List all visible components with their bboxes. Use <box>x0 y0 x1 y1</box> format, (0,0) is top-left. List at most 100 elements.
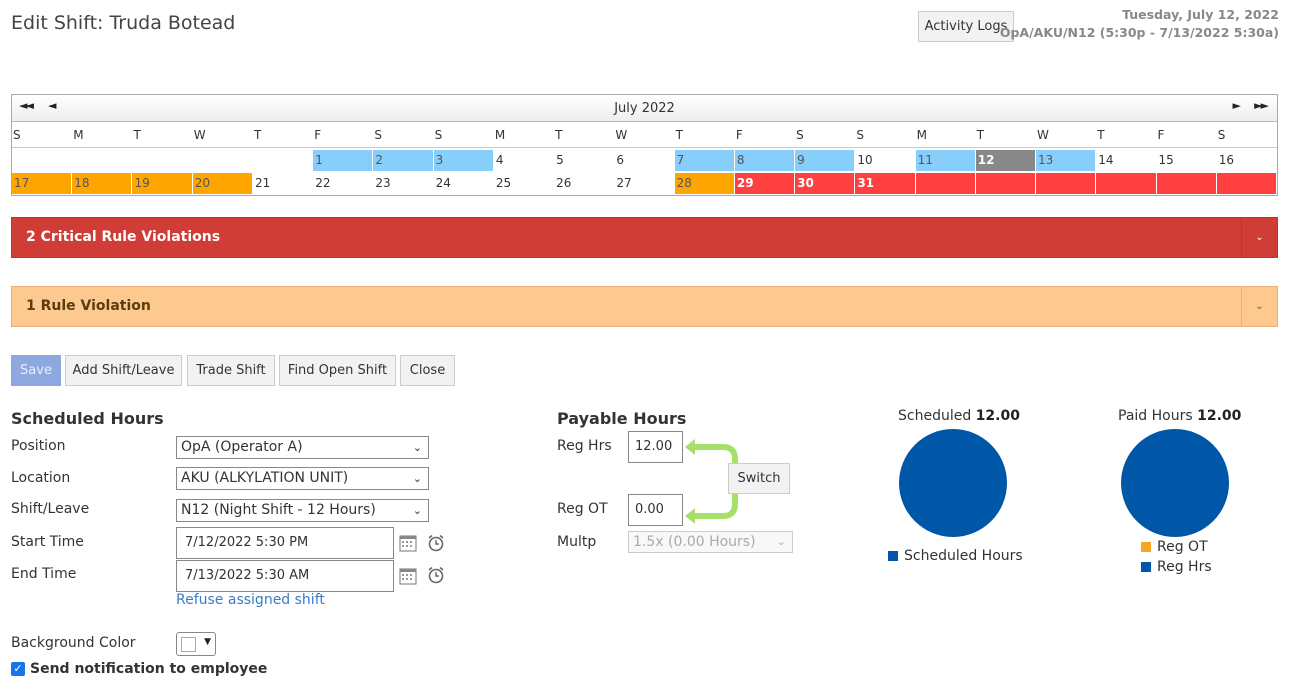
calendar-day[interactable]: 28 <box>674 173 734 194</box>
position-select[interactable]: OpA (Operator A) ⌄ <box>176 436 429 459</box>
add-shift-leave-button[interactable]: Add Shift/Leave <box>65 355 182 386</box>
calendar-day[interactable]: 6 <box>616 153 625 167</box>
calendar-day[interactable]: 24 <box>435 176 451 190</box>
paid-chart-title: Paid Hours 12.00 <box>1118 408 1242 424</box>
find-open-shift-button[interactable]: Find Open Shift <box>279 355 396 386</box>
month-calendar: ◄◄ ◄ July 2022 ► ►► S M T W T F S S M T W T F S S M T W T F… <box>11 94 1278 196</box>
rule-violations-title: 1 Rule Violation <box>26 298 151 314</box>
calendar-day[interactable]: 2 <box>373 150 433 171</box>
page-title: Edit Shift: Truda Botead <box>11 12 236 34</box>
calendar-day[interactable]: 25 <box>495 176 512 190</box>
chevron-down-icon[interactable]: ⌄ <box>1241 287 1277 326</box>
refuse-shift-link[interactable]: Refuse assigned shift <box>176 592 325 608</box>
calendar-day[interactable]: 23 <box>375 176 391 190</box>
clock-icon[interactable] <box>427 566 445 584</box>
calendar-day[interactable]: 22 <box>315 176 331 190</box>
calendar-day[interactable]: 30 <box>795 173 855 194</box>
calendar-day[interactable]: 11 <box>915 150 975 171</box>
location-value: AKU (ALKYLATION UNIT) <box>181 470 349 486</box>
end-time-input[interactable]: 7/13/2022 5:30 AM <box>176 560 394 592</box>
calendar-icon[interactable] <box>399 567 417 585</box>
chevron-down-icon: ⌄ <box>412 472 422 485</box>
calendar-day[interactable] <box>72 150 131 171</box>
color-swatch <box>181 637 196 652</box>
scheduled-hours-heading: Scheduled Hours <box>11 409 164 428</box>
header-shift-info: OpA/AKU/N12 (5:30p - 7/13/2022 5:30a) <box>999 25 1279 40</box>
location-label: Location <box>11 470 71 486</box>
calendar-day[interactable] <box>12 150 71 171</box>
calendar-day[interactable]: 13 <box>1036 150 1096 171</box>
clock-icon[interactable] <box>427 534 445 552</box>
weekday-label: F <box>314 128 322 142</box>
calendar-day[interactable] <box>1216 173 1276 194</box>
switch-button[interactable]: Switch <box>728 463 790 494</box>
calendar-day[interactable]: 4 <box>495 153 504 167</box>
shift-leave-select[interactable]: N12 (Night Shift - 12 Hours) ⌄ <box>176 499 429 522</box>
send-notification-checkbox[interactable]: ✓ <box>11 662 25 676</box>
legend-swatch <box>888 551 898 561</box>
chevron-down-icon[interactable]: ⌄ <box>1241 218 1277 257</box>
calendar-day[interactable] <box>253 150 312 171</box>
last-month-icon[interactable]: ►► <box>1254 99 1269 112</box>
weekday-label: T <box>555 128 563 142</box>
legend-item: Reg OT <box>1141 539 1208 555</box>
multp-select: 1.5x (0.00 Hours) ⌄ <box>628 531 793 553</box>
calendar-day[interactable]: 1 <box>313 150 373 171</box>
background-color-label: Background Color <box>11 635 136 651</box>
chevron-down-icon: ⌄ <box>412 441 422 454</box>
calendar-month-label: July 2022 <box>614 101 675 116</box>
calendar-day[interactable]: 17 <box>12 173 72 194</box>
calendar-day[interactable]: 15 <box>1158 153 1174 167</box>
calendar-day[interactable] <box>915 173 975 194</box>
weekday-label: S <box>1217 128 1226 142</box>
pie-slice-reg-hrs <box>1121 429 1229 537</box>
calendar-day[interactable] <box>193 150 252 171</box>
calendar-day[interactable]: 9 <box>795 150 855 171</box>
weekday-label: W <box>1037 128 1049 142</box>
calendar-day[interactable]: 16 <box>1218 153 1235 167</box>
calendar-day[interactable]: 26 <box>556 176 572 190</box>
calendar-day[interactable]: 8 <box>734 150 795 171</box>
calendar-day[interactable]: 21 <box>254 176 271 190</box>
location-select[interactable]: AKU (ALKYLATION UNIT) ⌄ <box>176 467 429 490</box>
weekday-label: S <box>434 128 443 142</box>
calendar-day[interactable] <box>975 173 1036 194</box>
reg-ot-label: Reg OT <box>557 501 608 517</box>
calendar-day[interactable]: 31 <box>855 173 915 194</box>
calendar-day[interactable]: 12 <box>975 150 1036 171</box>
weekday-label: M <box>916 128 927 142</box>
calendar-day[interactable]: 5 <box>556 153 564 167</box>
calendar-day[interactable]: 19 <box>132 173 192 194</box>
calendar-day[interactable]: 20 <box>192 173 252 194</box>
critical-violations-panel[interactable]: 2 Critical Rule Violations ⌄ <box>11 217 1278 258</box>
save-button[interactable]: Save <box>11 355 61 386</box>
first-month-icon[interactable]: ◄◄ <box>19 99 34 112</box>
calendar-day[interactable] <box>1036 173 1096 194</box>
prev-month-icon[interactable]: ◄ <box>48 99 57 112</box>
calendar-icon[interactable] <box>399 534 417 552</box>
legend-label: Scheduled Hours <box>904 548 1023 564</box>
activity-logs-button[interactable]: Activity Logs <box>918 11 1014 42</box>
scheduled-chart-title: Scheduled 12.00 <box>898 408 1020 424</box>
next-month-icon[interactable]: ► <box>1232 99 1242 112</box>
reg-hrs-input[interactable]: 12.00 <box>628 431 683 463</box>
weekday-label: T <box>253 128 262 142</box>
position-value: OpA (Operator A) <box>181 439 303 455</box>
calendar-day[interactable]: 29 <box>734 173 795 194</box>
calendar-day[interactable]: 27 <box>616 176 632 190</box>
calendar-day[interactable]: 3 <box>433 150 493 171</box>
reg-ot-input[interactable]: 0.00 <box>628 494 683 526</box>
background-color-picker[interactable]: ▼ <box>176 632 216 656</box>
calendar-day[interactable] <box>1156 173 1216 194</box>
weekday-label: S <box>796 128 804 142</box>
calendar-day[interactable]: 14 <box>1098 153 1114 167</box>
trade-shift-button[interactable]: Trade Shift <box>187 355 275 386</box>
calendar-day[interactable]: 7 <box>674 150 734 171</box>
calendar-day[interactable]: 10 <box>857 153 873 167</box>
calendar-day[interactable] <box>1096 173 1156 194</box>
start-time-input[interactable]: 7/12/2022 5:30 PM <box>176 527 394 559</box>
close-button[interactable]: Close <box>400 355 455 386</box>
rule-violations-panel[interactable]: 1 Rule Violation ⌄ <box>11 286 1278 327</box>
calendar-day[interactable]: 18 <box>72 173 132 194</box>
calendar-day[interactable] <box>132 150 191 171</box>
